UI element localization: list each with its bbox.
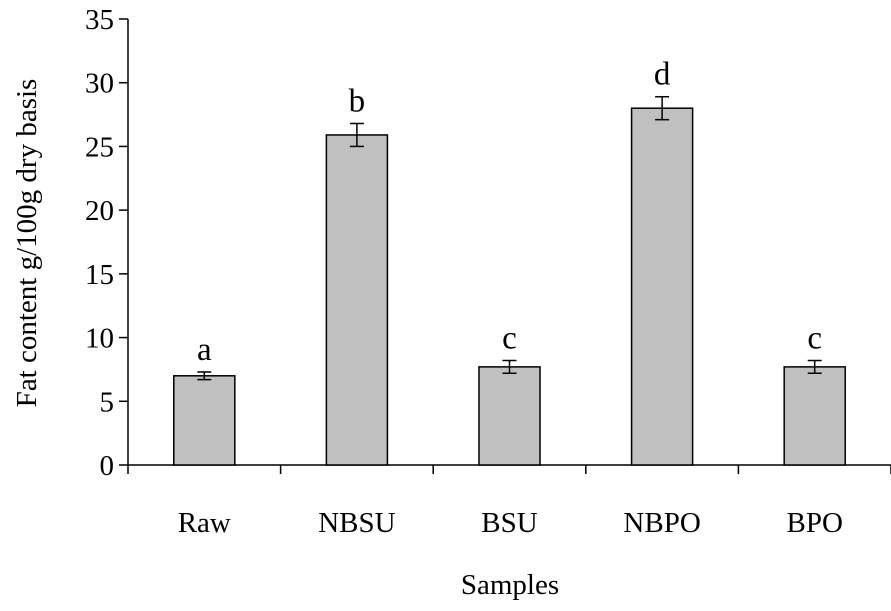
x-tick-label: NBPO xyxy=(623,507,700,539)
y-tick-label: 20 xyxy=(85,195,114,227)
bar-raw xyxy=(173,375,236,466)
significance-letter: a xyxy=(197,332,212,368)
bar-nbsu xyxy=(325,134,389,466)
significance-letter: d xyxy=(654,57,671,93)
x-axis-title: Samples xyxy=(461,569,559,601)
x-tick-label: NBSU xyxy=(318,507,395,539)
y-tick-label: 5 xyxy=(100,386,115,418)
y-axis: 0 5 10 15 20 25 30 35 xyxy=(85,4,129,482)
y-axis-title: Fat content g/100g dry basis xyxy=(11,79,43,408)
y-tick-label: 25 xyxy=(85,131,114,163)
y-tick-label: 10 xyxy=(85,323,114,355)
x-tick-label: BPO xyxy=(786,507,842,539)
x-tick-label: Raw xyxy=(178,507,231,539)
y-tick-label: 30 xyxy=(85,68,114,100)
x-axis: Raw NBSU BSU NBPO BPO xyxy=(127,464,891,539)
bar-nbpo xyxy=(630,107,694,466)
x-tick-label: BSU xyxy=(481,507,537,539)
bars: a b c d c xyxy=(173,57,846,466)
y-tick-label: 0 xyxy=(100,450,115,482)
significance-letter: b xyxy=(349,83,366,119)
significance-letter: c xyxy=(502,321,517,357)
significance-letter: c xyxy=(807,321,822,357)
y-tick-label: 15 xyxy=(85,259,114,291)
bar-bsu xyxy=(478,366,541,466)
bar-bpo xyxy=(783,366,846,466)
y-tick-label: 35 xyxy=(85,4,114,36)
